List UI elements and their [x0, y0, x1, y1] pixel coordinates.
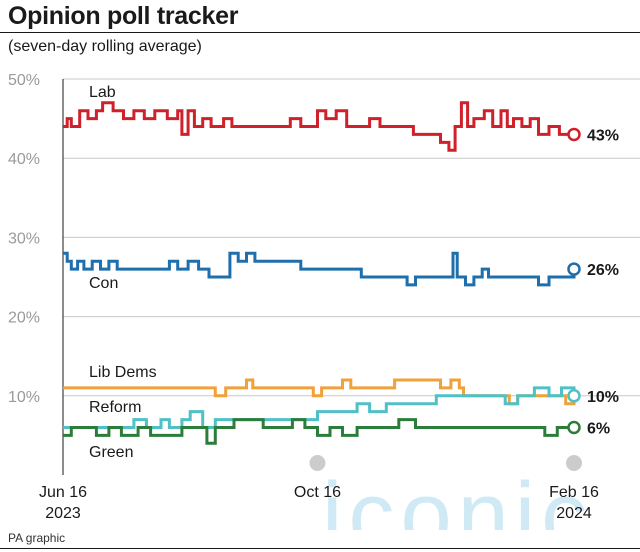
series-line-lab: [63, 101, 574, 152]
x-tick-marker: [309, 455, 326, 471]
y-tick-label: 50%: [8, 72, 40, 89]
end-value-label-green: 6%: [587, 420, 610, 437]
y-tick-label: 10%: [8, 389, 40, 406]
series-name-label: Con: [89, 275, 118, 292]
x-tick-marker: [566, 455, 582, 471]
end-value-label-con: 26%: [587, 262, 619, 279]
series-line-reform: [63, 386, 576, 429]
end-marker-green: [567, 420, 581, 435]
end-value-label-reform: 10%: [587, 389, 619, 406]
x-tick-year-label: 2024: [556, 505, 592, 522]
end-value-label-lab: 43%: [587, 127, 619, 144]
y-tick-label: 20%: [8, 310, 40, 327]
series-line-con: [63, 251, 576, 287]
x-tick-label: Jun 16: [39, 484, 87, 501]
chart-subtitle: (seven-day rolling average): [8, 38, 202, 55]
x-tick-label: Feb 16: [549, 484, 599, 501]
gridlines: 10% 20% 30% 40% 50%: [8, 72, 640, 475]
series-name-label: Lab: [89, 84, 116, 101]
x-tick-year-label: 2023: [45, 505, 81, 522]
series-name-label: Reform: [89, 399, 141, 416]
y-tick-label: 30%: [8, 230, 40, 247]
series-lines: [63, 101, 581, 445]
series-labels: 43% 26% 10% 6% Lab Con Lib Dems Reform Green: [89, 84, 619, 461]
chart-title: Opinion poll tracker: [8, 2, 239, 30]
x-tick-label: Oct 16: [294, 484, 341, 501]
end-marker-reform: [567, 389, 581, 403]
iconic-watermark: iconic: [322, 464, 593, 530]
iconic-watermark-text: iconic: [322, 464, 593, 530]
series-name-label: Green: [89, 444, 133, 461]
y-tick-label: 40%: [8, 151, 40, 168]
series-name-label: Lib Dems: [89, 364, 157, 381]
title-divider: [0, 32, 640, 33]
line-chart: 10% 20% 30% 40% 50% iconic 43% 26% 10% 6% Lab Con…: [8, 72, 640, 530]
source-credit: PA graphic: [8, 531, 66, 545]
end-marker-con: [567, 262, 581, 276]
series-line-green: [63, 418, 574, 445]
x-axis: Jun 16 2023 Oct 16 Feb 16 2024: [39, 455, 599, 522]
end-marker-lab: [567, 127, 581, 142]
footer-divider: [0, 548, 640, 549]
